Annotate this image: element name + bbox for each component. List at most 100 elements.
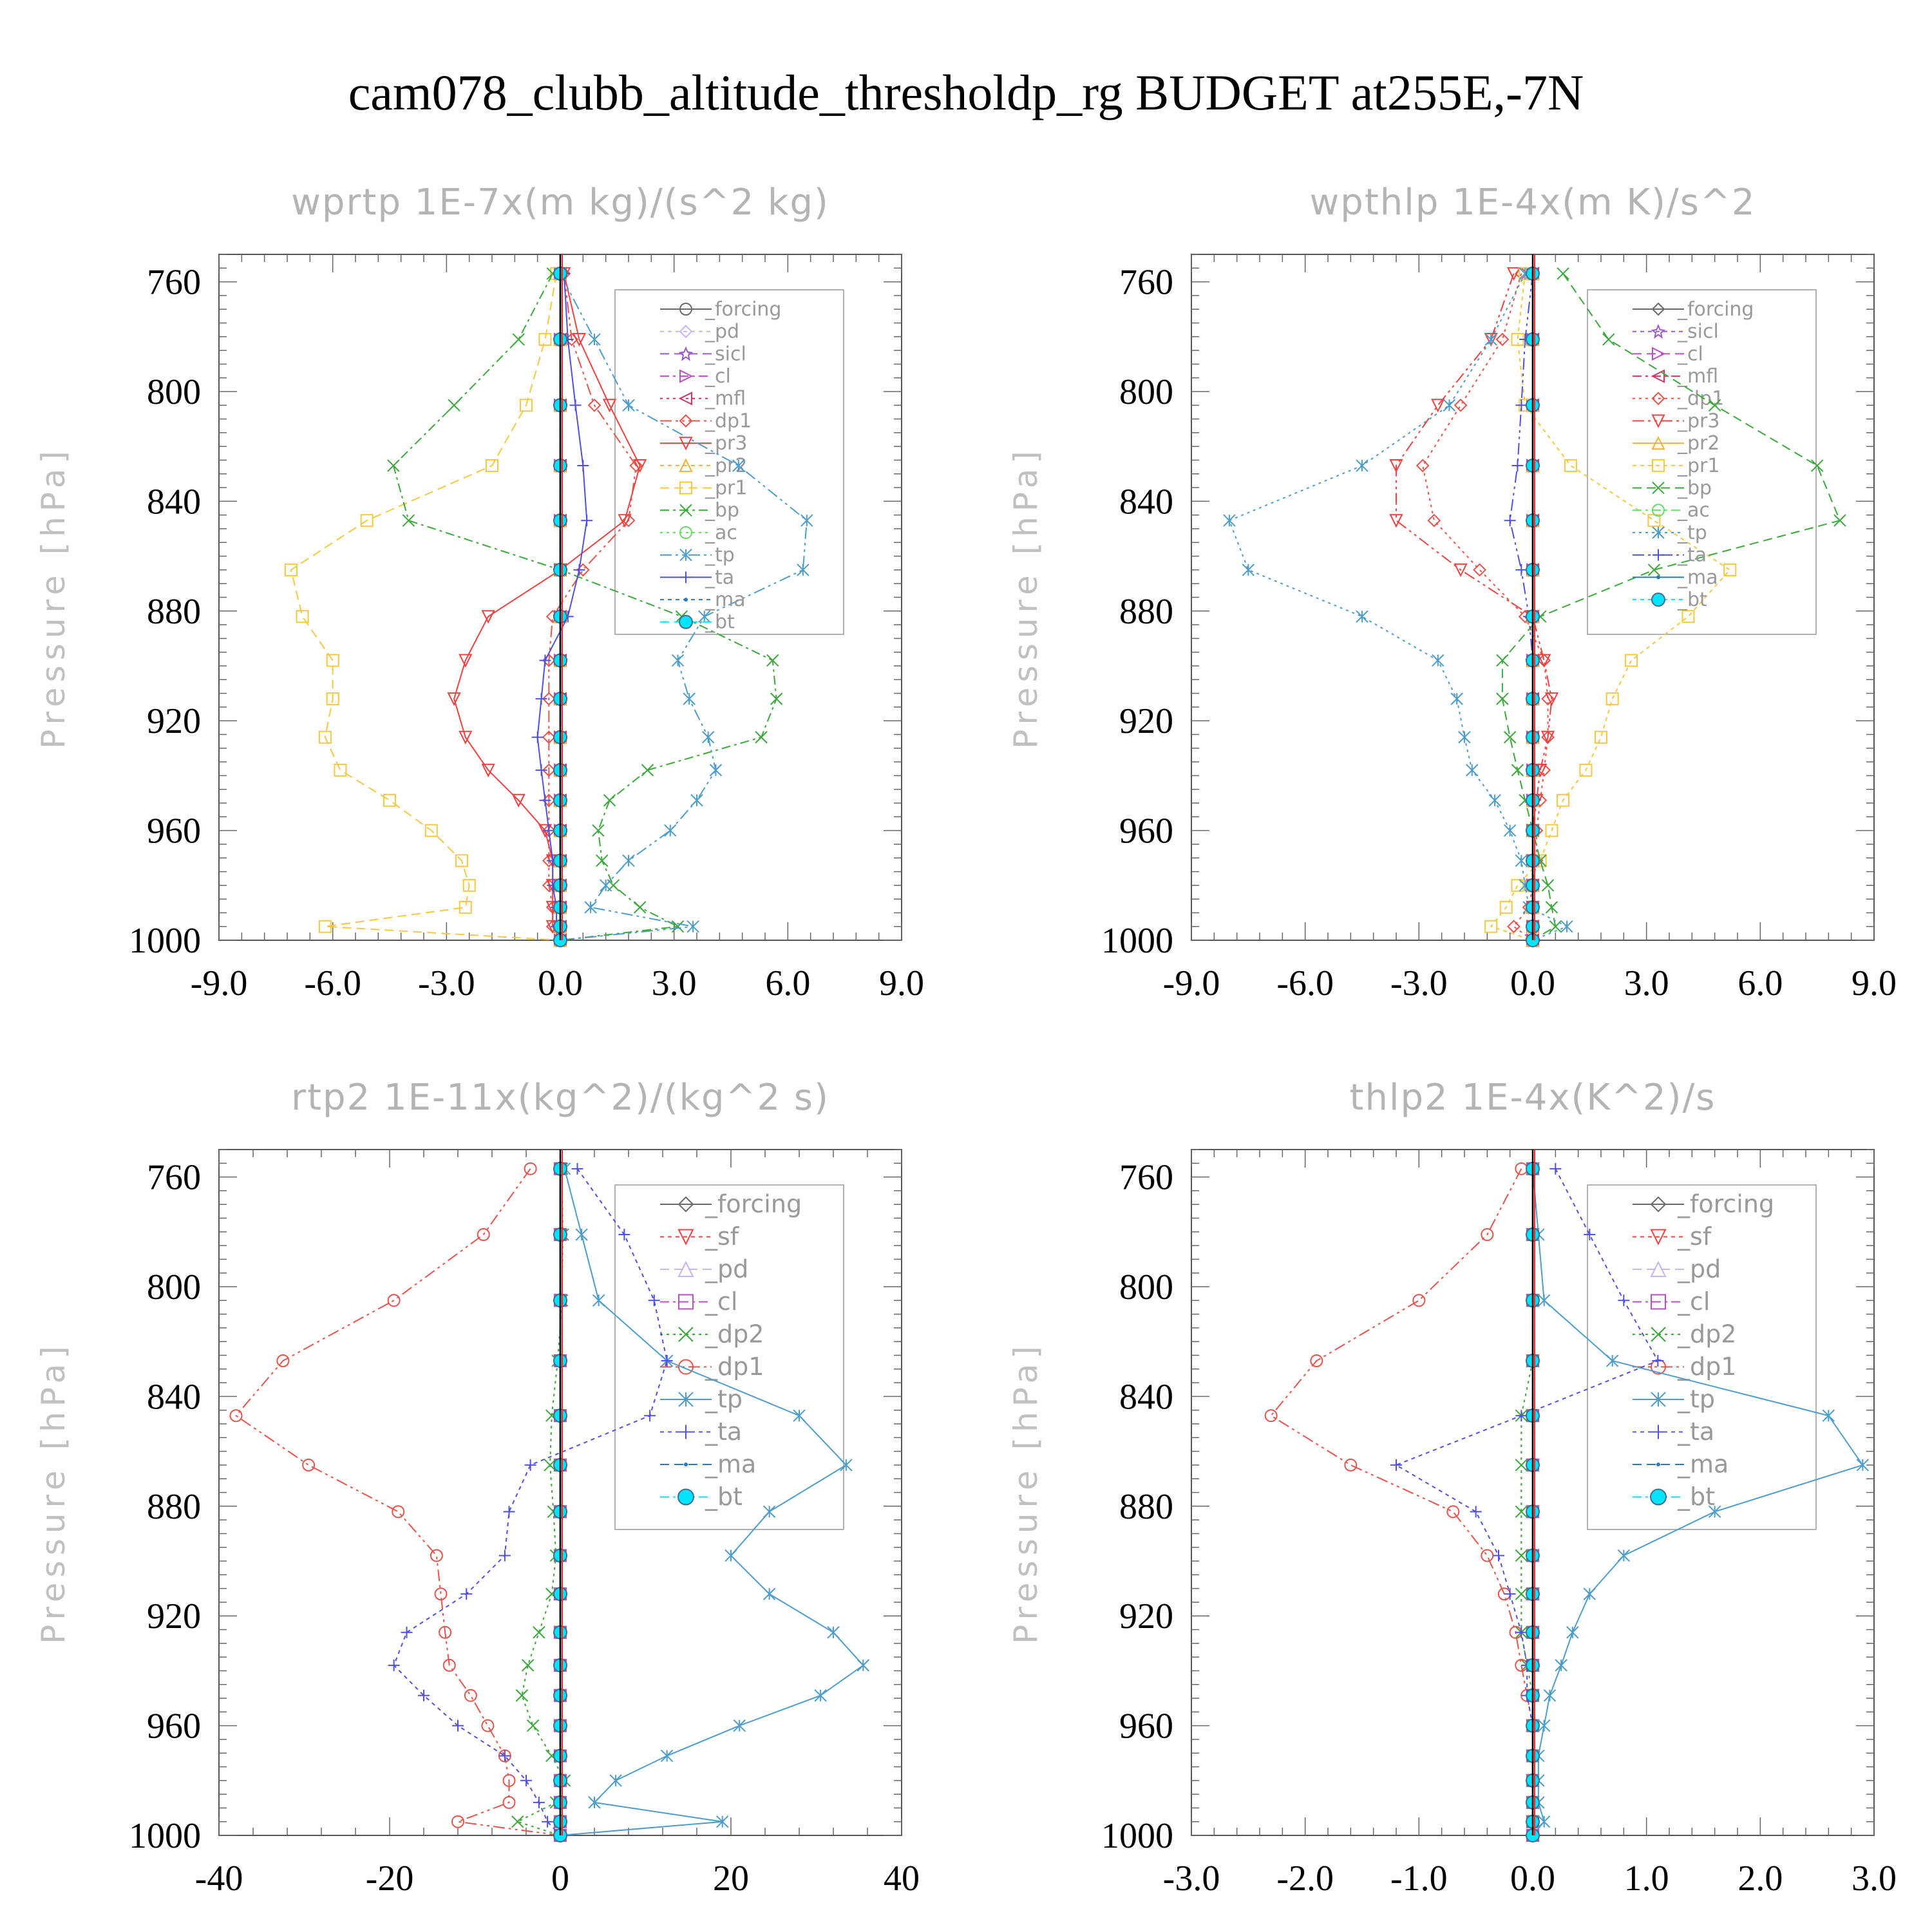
legend-label: _pr1	[1677, 455, 1719, 477]
y-axis-label: Pressure [hPa]	[1007, 446, 1045, 749]
data-point	[1647, 564, 1661, 576]
y-tick-label: 920	[1119, 701, 1173, 741]
data-point	[1389, 459, 1403, 473]
data-point	[1545, 901, 1558, 914]
data-point	[1499, 900, 1513, 914]
legend-marker	[1651, 1392, 1666, 1407]
legend-label: _sf	[1677, 1222, 1712, 1251]
data-point	[284, 563, 298, 576]
data-point	[584, 901, 597, 914]
data-point	[502, 1795, 516, 1809]
x-tick-label: -1.0	[1390, 1859, 1448, 1899]
legend-label: _ma	[705, 589, 746, 611]
data-point	[511, 793, 526, 808]
data-point	[1708, 399, 1721, 412]
legend-marker	[679, 526, 692, 539]
y-tick-label: 840	[147, 1377, 201, 1417]
data-point	[521, 1659, 535, 1672]
data-point	[1496, 654, 1509, 667]
legend-label: _cl	[1677, 343, 1703, 365]
data-point	[498, 1549, 511, 1562]
x-tick-label: -3.0	[1390, 963, 1448, 1003]
data-point	[1431, 399, 1445, 413]
series-line	[290, 273, 561, 941]
x-tick-label: 9.0	[1852, 963, 1897, 1003]
y-tick-label: 1000	[129, 921, 201, 961]
panel-4: thlp2 1E-4x(K^2)/s Pressure [hPa] 760 800 84…	[1007, 1077, 1897, 1899]
data-point	[387, 459, 400, 472]
data-point	[1810, 459, 1824, 472]
data-point	[573, 564, 585, 576]
x-tick-label: 3.0	[1852, 1859, 1897, 1899]
series-line	[560, 273, 808, 941]
legend-label: _bt	[705, 611, 735, 634]
legend-label: _pr2	[1677, 432, 1719, 455]
y-tick-label: 880	[147, 1487, 201, 1527]
y-tick-label: 880	[1119, 592, 1173, 632]
data-point	[588, 1796, 601, 1809]
data-point	[424, 824, 438, 837]
data-point	[334, 763, 347, 777]
y-tick-label: 1000	[1101, 1816, 1173, 1856]
legend-label: _pr1	[705, 477, 747, 500]
legend-label: _bt	[1677, 1482, 1715, 1511]
data-point	[1515, 564, 1528, 576]
y-axis-label: Pressure [hPa]	[35, 1341, 72, 1644]
data-point	[814, 1689, 827, 1702]
data-point	[800, 514, 813, 527]
data-point	[618, 514, 632, 528]
y-tick-label: 920	[147, 701, 201, 741]
figure-title: cam078_clubb_altitude_thresholdp_rg BUDG…	[348, 64, 1584, 120]
data-point	[1540, 730, 1555, 744]
legend-label: _pr2	[705, 455, 747, 477]
data-point	[575, 1228, 588, 1241]
data-point	[392, 1505, 405, 1519]
y-tick-label: 960	[147, 811, 201, 851]
data-point	[1507, 920, 1520, 934]
legend-marker	[677, 1229, 694, 1245]
data-point	[464, 1689, 477, 1702]
data-point	[401, 1626, 413, 1638]
data-point	[1511, 460, 1524, 472]
data-point	[1541, 879, 1555, 892]
legend-label: _ta	[1677, 1417, 1714, 1446]
y-tick-label: 920	[1119, 1596, 1173, 1636]
data-point	[648, 1294, 660, 1307]
x-tick-label: -3.0	[418, 963, 475, 1003]
series-pr1	[284, 267, 564, 941]
data-point	[1681, 610, 1695, 623]
legend-marker	[679, 303, 692, 316]
data-point	[542, 692, 556, 706]
data-point	[439, 1625, 452, 1639]
legend-label: _tp	[1677, 1385, 1715, 1414]
data-point	[418, 1689, 430, 1701]
data-point	[1432, 654, 1444, 667]
series-line	[1396, 273, 1553, 940]
data-point	[599, 879, 612, 892]
legend-marker	[679, 1425, 693, 1439]
data-point	[383, 793, 396, 807]
data-point	[1493, 1549, 1504, 1562]
data-point	[1557, 793, 1570, 807]
data-point	[539, 794, 551, 806]
legend-label: _sf	[705, 1222, 740, 1251]
data-point	[1544, 692, 1559, 706]
y-axis-label: Pressure [hPa]	[1007, 1341, 1045, 1644]
y-tick-label: 760	[147, 263, 201, 303]
data-point	[1454, 398, 1468, 412]
data-point	[1515, 1459, 1528, 1472]
data-point	[1450, 692, 1463, 705]
data-point	[762, 1587, 776, 1600]
data-point	[1537, 1294, 1551, 1307]
data-point	[531, 731, 544, 743]
data-point	[1446, 1505, 1460, 1519]
x-tick-label: 6.0	[1738, 963, 1783, 1003]
data-point	[602, 399, 617, 413]
legend-marker	[1651, 592, 1665, 607]
legend-marker	[678, 1327, 694, 1342]
x-tick-label: -6.0	[304, 963, 361, 1003]
series-ta	[1390, 1162, 1664, 1835]
data-point	[797, 564, 810, 576]
data-point	[524, 1459, 536, 1471]
